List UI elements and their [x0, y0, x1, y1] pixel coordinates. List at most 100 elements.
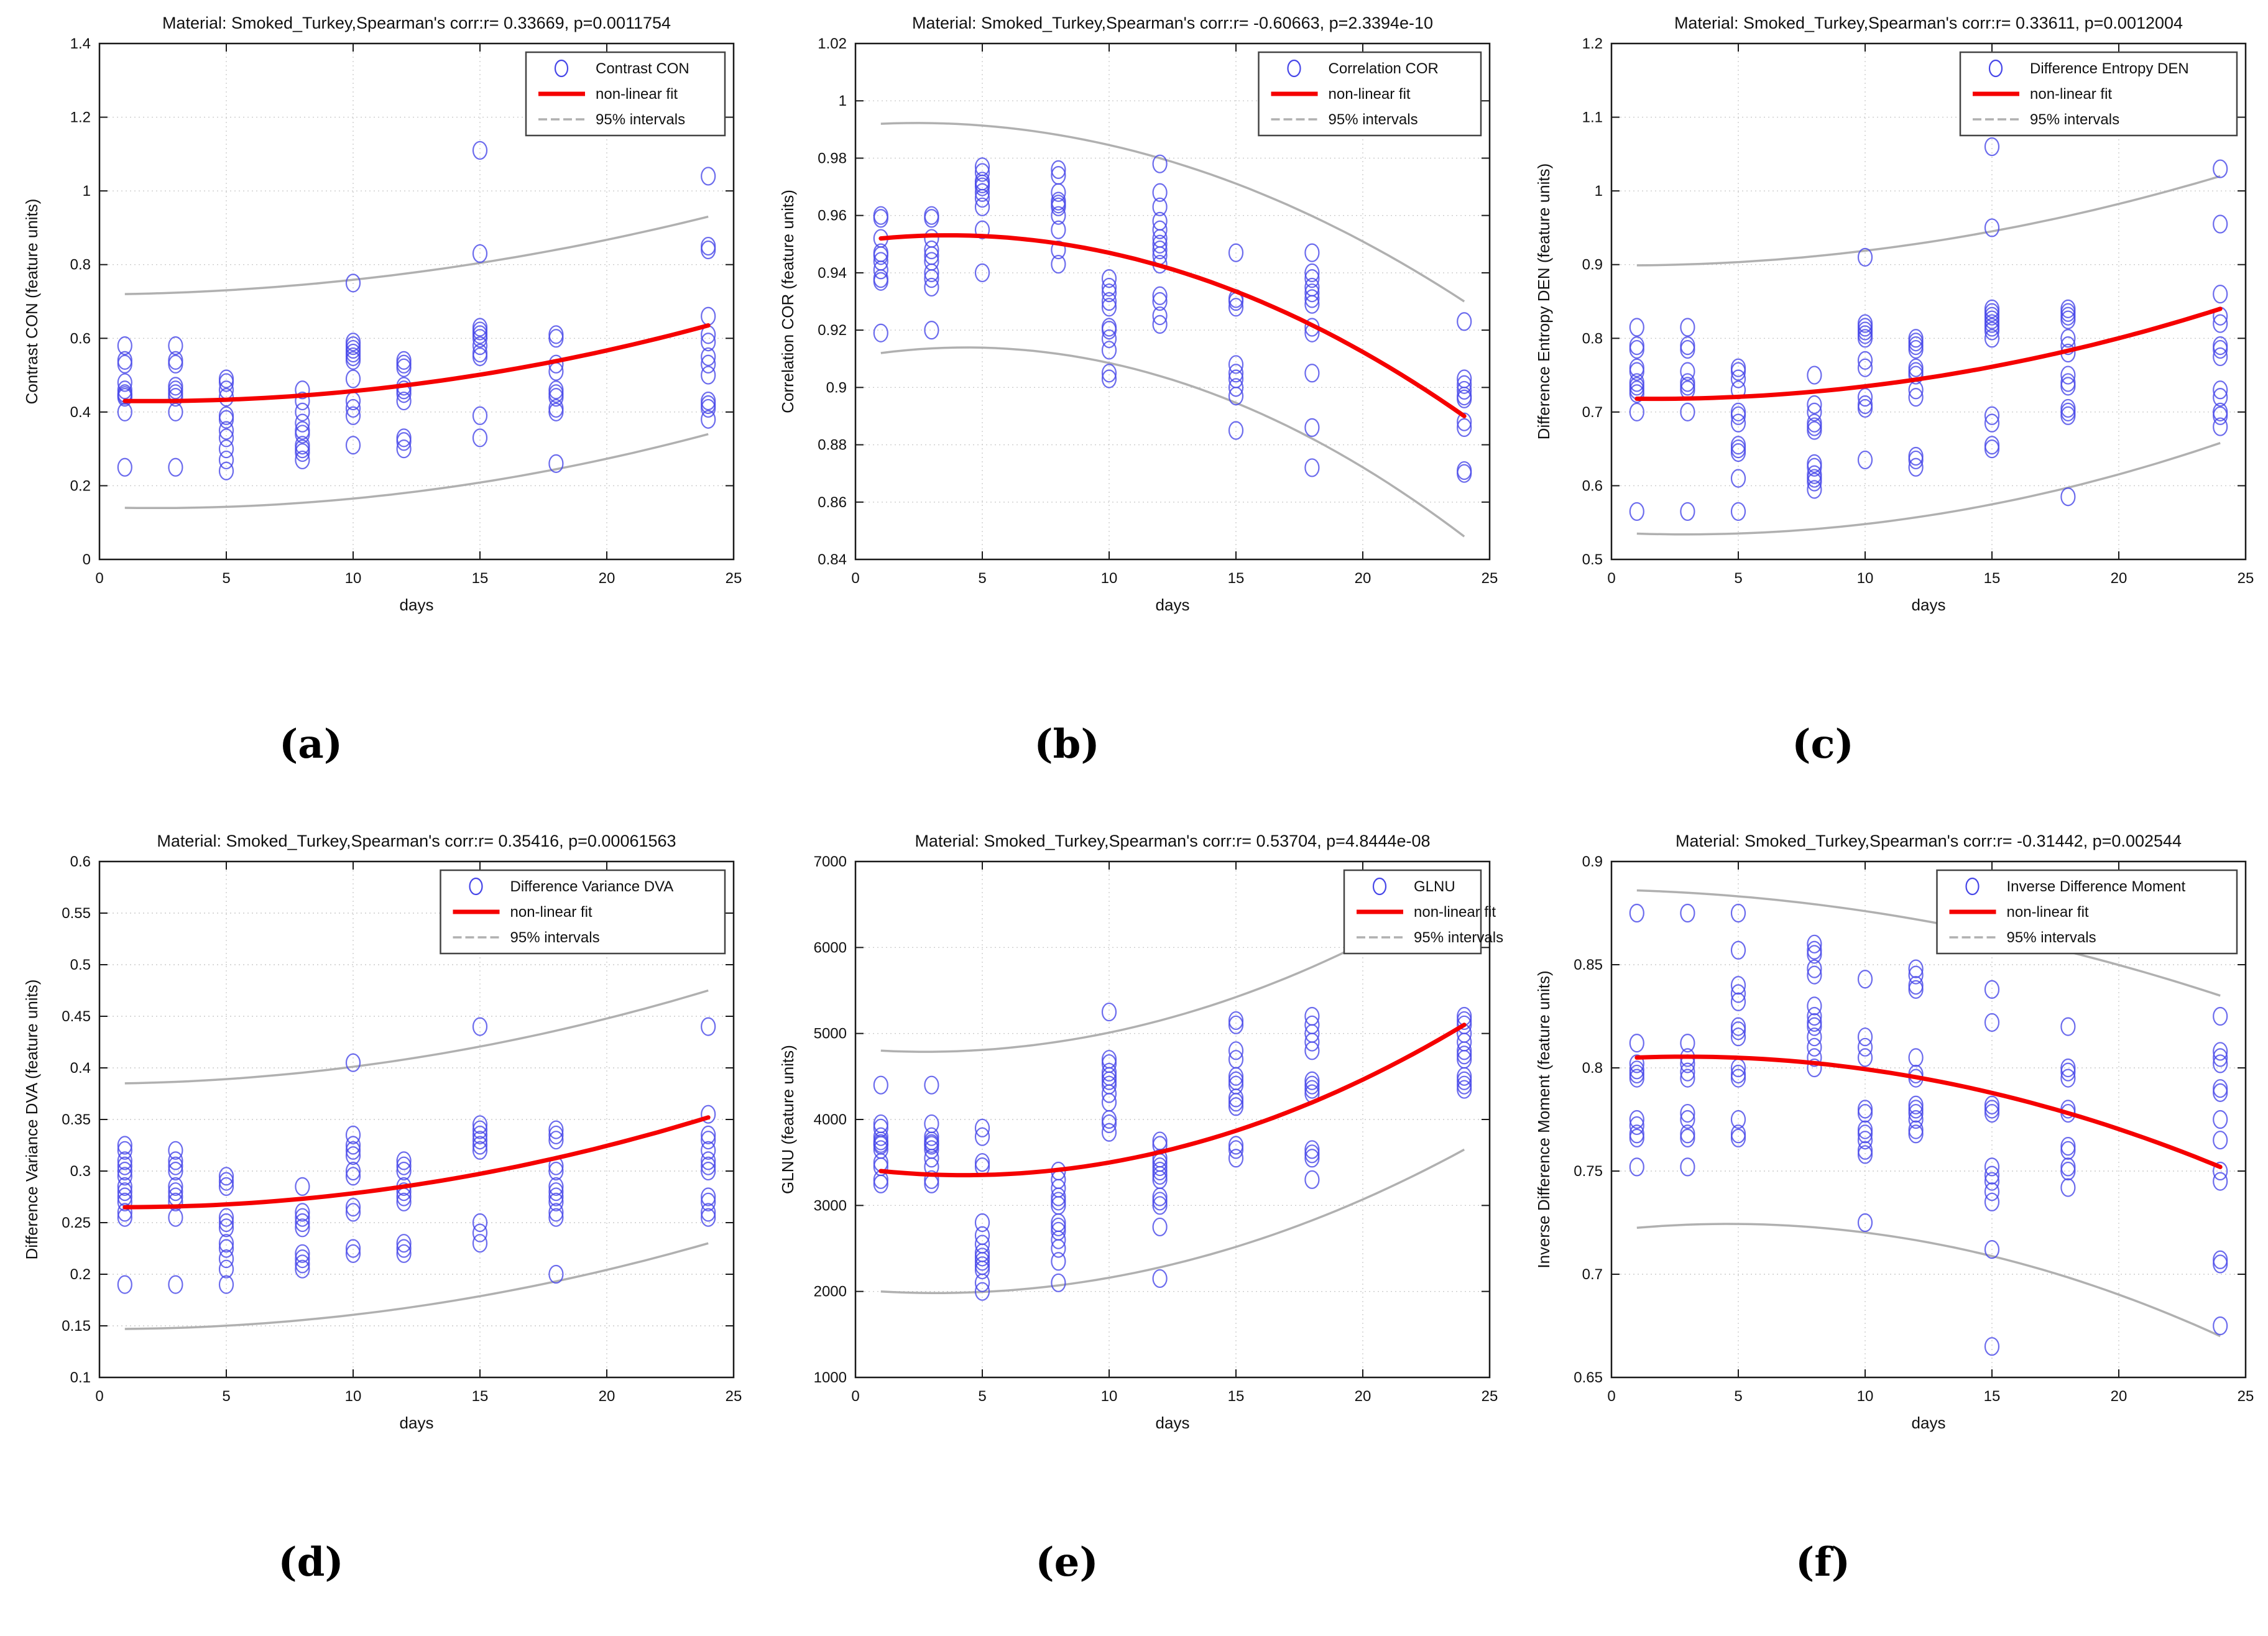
scatter-point [2060, 373, 2076, 392]
scatter-point [1101, 1062, 1117, 1082]
scatter-point [1051, 220, 1066, 239]
scatter-point [1680, 903, 1695, 923]
scatter-point [345, 1244, 361, 1263]
scatter-point [1228, 1011, 1244, 1031]
subplot-label-b: (b) [1034, 721, 1100, 768]
scatter-point [2213, 1250, 2228, 1269]
subplot-d: 0 5 10 15 20 25 0.1 0.15 0.2 0.25 0.3 0.35 0.4 0.45 0.… [0, 818, 756, 1636]
scatter-point [168, 1156, 183, 1175]
scatter-point [1984, 1095, 2000, 1114]
scatter-point [295, 1259, 310, 1279]
scatter-point [2213, 159, 2228, 178]
scatter-point [1730, 1027, 1746, 1047]
scatter-point [974, 157, 990, 177]
scatter-point [396, 1244, 412, 1263]
scatter-point [873, 243, 888, 262]
scatter-point [1857, 1037, 1873, 1057]
scatter-point [1152, 211, 1168, 231]
scatter-point [2060, 336, 2076, 356]
scatter-point [924, 240, 939, 260]
scatter-point [168, 336, 183, 356]
scatter-point [1908, 336, 1924, 356]
scatter-point [117, 1203, 132, 1222]
y-tick-label: 0.65 [1574, 1369, 1603, 1386]
chart-d-canvas: 0 5 10 15 20 25 0.1 0.15 0.2 0.25 0.3 0.35 0.4 0.45 0.… [22, 832, 742, 1432]
scatter-point [924, 252, 939, 271]
scatter-point [1228, 369, 1244, 388]
scatter-point [2060, 306, 2076, 326]
scatter-point [1101, 329, 1117, 349]
y-tick-label: 0.9 [1582, 257, 1603, 273]
scatter-point [117, 1192, 132, 1211]
scatter-point [924, 1170, 939, 1189]
legend-scatter-entry: GLNU [1414, 878, 1455, 895]
scatter-point [548, 1161, 564, 1181]
y-tick-label: 0.96 [818, 208, 847, 224]
scatter-point [701, 410, 716, 429]
x-tick-label: 20 [599, 1388, 615, 1405]
scatter-point [218, 1275, 234, 1294]
x-tick-label: 25 [726, 1388, 742, 1405]
interval-lower-line [124, 1242, 709, 1330]
scatter-point [117, 1167, 132, 1186]
scatter-point [1680, 373, 1695, 392]
y-tick-label: 0.15 [62, 1318, 91, 1335]
x-axis-label: days [1156, 1413, 1190, 1432]
scatter-point [873, 252, 888, 271]
axis-ticks [99, 43, 734, 560]
scatter-point [396, 1192, 412, 1211]
subplot-label-f: (f) [1795, 1539, 1851, 1586]
scatter-point [1680, 1034, 1695, 1053]
chart-title: Material: Smoked_Turkey,Spearman's corr:… [1676, 832, 2182, 850]
scatter-point [1152, 154, 1168, 173]
scatter-point [1807, 945, 1822, 964]
scatter-point [2213, 1131, 2228, 1150]
scatter-point [1730, 940, 1746, 960]
scatter-point [873, 1140, 888, 1159]
scatter-point [974, 1256, 990, 1275]
scatter-point [701, 1151, 716, 1170]
scatter-point [117, 1182, 132, 1202]
chart-title: Material: Smoked_Turkey,Spearman's corr:… [162, 14, 671, 32]
scatter-point [1730, 1124, 1746, 1144]
scatter-point [1807, 402, 1822, 421]
axes-box [98, 42, 735, 561]
scatter-point [1228, 1071, 1244, 1090]
scatter-point [1304, 1071, 1320, 1090]
scatter-point [1101, 369, 1117, 388]
x-tick-label: 15 [472, 1388, 489, 1405]
scatter-point [1984, 413, 2000, 433]
scatter-point [218, 1213, 234, 1233]
scatter-point [1807, 454, 1822, 473]
scatter-point [218, 406, 234, 425]
scatter-point [1304, 1080, 1320, 1099]
scatter-point [1730, 1064, 1746, 1084]
y-axis-label: GLNU (feature units) [778, 1045, 797, 1194]
scatter-point [2060, 1068, 2076, 1088]
scatter-point [1101, 341, 1117, 360]
scatter-point [548, 380, 564, 400]
y-tick-label: 0.6 [1582, 477, 1603, 494]
scatter-point [1629, 1128, 1644, 1147]
legend-marker-circle [1287, 59, 1301, 78]
x-tick-label: 25 [1482, 1388, 1498, 1405]
y-tick-label: 0.25 [62, 1215, 91, 1231]
subplot-b: 0 5 10 15 20 25 0.84 0.86 0.88 0.9 0.92 0.94 0.96 0.9… [756, 0, 1512, 818]
scatter-point [396, 439, 412, 459]
legend: Difference Entropy DEN non-linear fit 95% … [1959, 51, 2238, 137]
scatter-point [218, 369, 234, 388]
fit-line [122, 1115, 711, 1210]
scatter-point [472, 1213, 488, 1233]
scatter-point [1984, 137, 2000, 157]
x-axis-label: days [1912, 1413, 1946, 1432]
scatter-point [1984, 329, 2000, 348]
scatter-point [218, 1249, 234, 1269]
scatter-point [2213, 214, 2228, 234]
scatter-point [1101, 1123, 1117, 1142]
scatter-point [873, 1174, 888, 1193]
scatter-point [701, 1017, 716, 1036]
scatter-point [873, 1114, 888, 1134]
scatter-point [1152, 1269, 1168, 1289]
scatter-point [924, 277, 939, 297]
x-tick-label: 15 [1228, 1388, 1245, 1405]
